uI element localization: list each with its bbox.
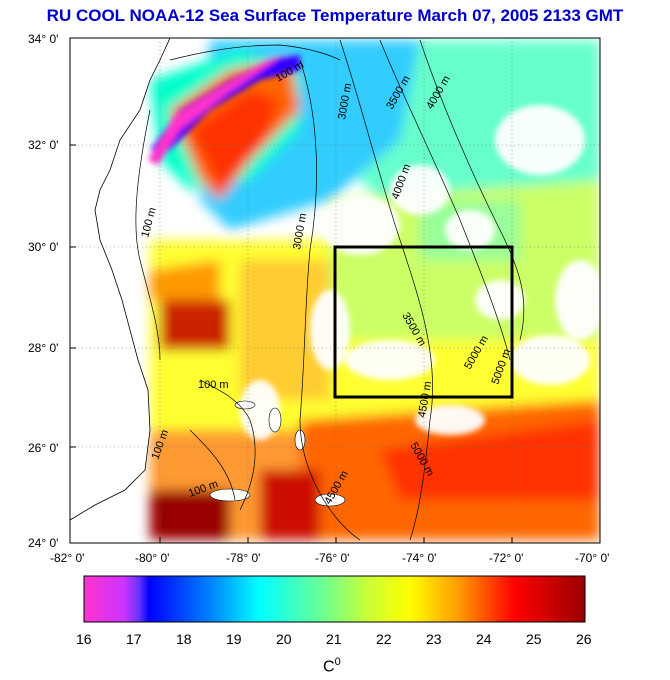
islands [209,400,346,507]
colorbar-unit-label: C0 [323,656,341,676]
lon-tick-80: -80° 0' [135,551,170,565]
sst-field: 100 m 100 m 100 m 100 m 3000 m 3500 m 40… [70,38,600,543]
graticule [70,38,600,543]
bathymetry-contours [135,39,525,541]
map-title: RU COOL NOAA-12 Sea Surface Temperature … [46,6,624,25]
lon-tick-72: -72° 0' [489,551,524,565]
colorbar-tick-17: 17 [126,631,142,647]
colorbar-tick-21: 21 [326,631,342,647]
lon-tick-70: -70° 0' [575,551,610,565]
colorbar-tick-16: 16 [76,631,92,647]
colorbar-tick-24: 24 [476,631,492,647]
study-area-box [333,245,514,399]
colorbar-tick-20: 20 [276,631,292,647]
lat-tick-28: 28° 0' [28,341,59,355]
lat-tick-32: 32° 0' [28,138,59,152]
lon-tick-74: -74° 0' [402,551,437,565]
colorbar-tick-22: 22 [376,631,392,647]
lat-tick-30: 30° 0' [28,240,59,254]
lon-tick-78: -78° 0' [226,551,261,565]
lat-tick-26: 26° 0' [28,441,59,455]
lat-tick-34: 34° 0' [28,32,59,46]
contour-label: 100 m [198,379,229,391]
colorbar-tick-25: 25 [526,631,542,647]
tick-marks [70,144,513,543]
unit-superscript: 0 [334,656,341,668]
colorbar-tick-23: 23 [426,631,442,647]
unit-text: C [323,658,335,676]
colorbar [83,575,586,623]
lon-tick-82: -82° 0' [50,551,85,565]
colorbar-tick-19: 19 [226,631,242,647]
map-frame [69,37,601,544]
colorbar-tick-26: 26 [576,631,592,647]
coastline-land [70,38,171,521]
colorbar-tick-18: 18 [176,631,192,647]
lat-tick-24: 24° 0' [28,536,59,550]
lon-tick-76: -76° 0' [315,551,350,565]
